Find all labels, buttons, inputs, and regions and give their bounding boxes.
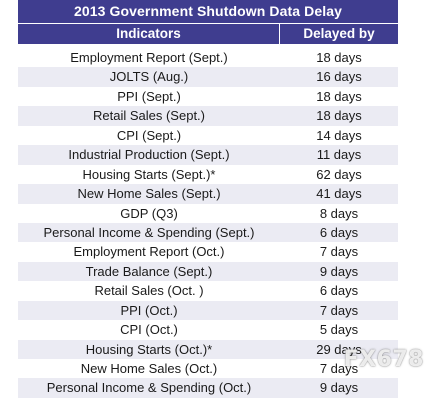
- delay-cell: 16 days: [316, 69, 362, 85]
- indicator-cell: Personal Income & Spending (Oct.): [46, 380, 252, 396]
- table-row: CPI (Sept.) 14 days: [18, 125, 398, 146]
- indicator-cell: Trade Balance (Sept.): [85, 263, 213, 279]
- delay-cell: 6 days: [319, 224, 359, 240]
- indicator-cell: CPI (Oct.): [120, 322, 178, 338]
- delay-cell: 41 days: [316, 186, 362, 202]
- delay-cell: 18 days: [316, 50, 362, 65]
- delay-cell: 11 days: [316, 147, 362, 163]
- delay-cell: 7 days: [319, 361, 359, 376]
- table-row: JOLTS (Aug.) 16 days: [18, 67, 398, 87]
- table-row: PPI (Oct.) 7 days: [18, 300, 398, 321]
- table-row: Personal Income & Spending (Sept.) 6 days: [18, 222, 398, 243]
- delay-cell: 18 days: [316, 108, 362, 124]
- delay-cell: 14 days: [316, 127, 362, 143]
- delay-cell: 62 days: [316, 166, 362, 182]
- indicator-cell: Employment Report (Oct.): [73, 244, 225, 260]
- table-row: PPI (Sept.) 18 days: [18, 86, 398, 107]
- table-row: Housing Starts (Oct.)* 29 days: [18, 339, 398, 359]
- indicator-cell: GDP (Q3): [120, 205, 178, 221]
- shutdown-delay-table: 2013 Government Shutdown Data Delay Indi…: [18, 0, 398, 398]
- indicator-cell: CPI (Sept.): [116, 127, 182, 143]
- delay-cell: 29 days: [316, 341, 362, 357]
- table-row: GDP (Q3) 8 days: [18, 203, 398, 223]
- delay-cell: 8 days: [319, 205, 359, 221]
- table-row: New Home Sales (Oct.) 7 days: [18, 359, 398, 379]
- delay-cell: 9 days: [319, 380, 359, 396]
- delay-cell: 5 days: [319, 322, 359, 338]
- indicator-cell: Industrial Production (Sept.): [68, 147, 230, 163]
- table-title: 2013 Government Shutdown Data Delay: [18, 0, 398, 23]
- header-delayed-by: Delayed by: [303, 26, 375, 41]
- table-row: CPI (Oct.) 5 days: [18, 320, 398, 340]
- table-row: Retail Sales (Oct. ) 6 days: [18, 281, 398, 301]
- table-row: New Home Sales (Sept.) 41 days: [18, 184, 398, 204]
- table-row: Retail Sales (Sept.) 18 days: [18, 106, 398, 126]
- delay-cell: 18 days: [316, 88, 362, 104]
- indicator-cell: Housing Starts (Sept.)*: [82, 166, 216, 182]
- table-row: Personal Income & Spending (Oct.) 9 days: [18, 378, 398, 398]
- header-indicators: Indicators: [18, 24, 280, 44]
- table-body: Employment Report (Sept.) 18 days JOLTS (A…: [18, 48, 398, 398]
- indicator-cell: Retail Sales (Oct. ): [94, 283, 204, 299]
- table-row: Trade Balance (Sept.) 9 days: [18, 261, 398, 282]
- watermark-logo: FX678: [343, 347, 424, 372]
- delay-cell: 7 days: [319, 244, 359, 260]
- delay-cell: 7 days: [319, 302, 359, 318]
- indicator-cell: Housing Starts (Oct.)*: [85, 341, 213, 357]
- delay-cell: 9 days: [319, 263, 359, 279]
- indicator-cell: New Home Sales (Sept.): [77, 186, 221, 202]
- table-row: Employment Report (Sept.) 18 days: [18, 48, 398, 68]
- indicator-cell: New Home Sales (Oct.): [80, 361, 218, 376]
- indicator-cell: JOLTS (Aug.): [109, 69, 189, 85]
- indicator-cell: Retail Sales (Sept.): [93, 108, 205, 124]
- table-header-row: Indicators Delayed by: [18, 23, 398, 44]
- indicator-cell: Employment Report (Sept.): [70, 50, 228, 65]
- indicator-cell: PPI (Oct.): [120, 302, 178, 318]
- indicator-cell: Personal Income & Spending (Sept.): [43, 224, 255, 240]
- indicator-cell: PPI (Sept.): [117, 88, 181, 104]
- table-row: Employment Report (Oct.) 7 days: [18, 242, 398, 262]
- table-row: Housing Starts (Sept.)* 62 days: [18, 164, 398, 185]
- delay-cell: 6 days: [319, 283, 359, 299]
- table-row: Industrial Production (Sept.) 11 days: [18, 145, 398, 165]
